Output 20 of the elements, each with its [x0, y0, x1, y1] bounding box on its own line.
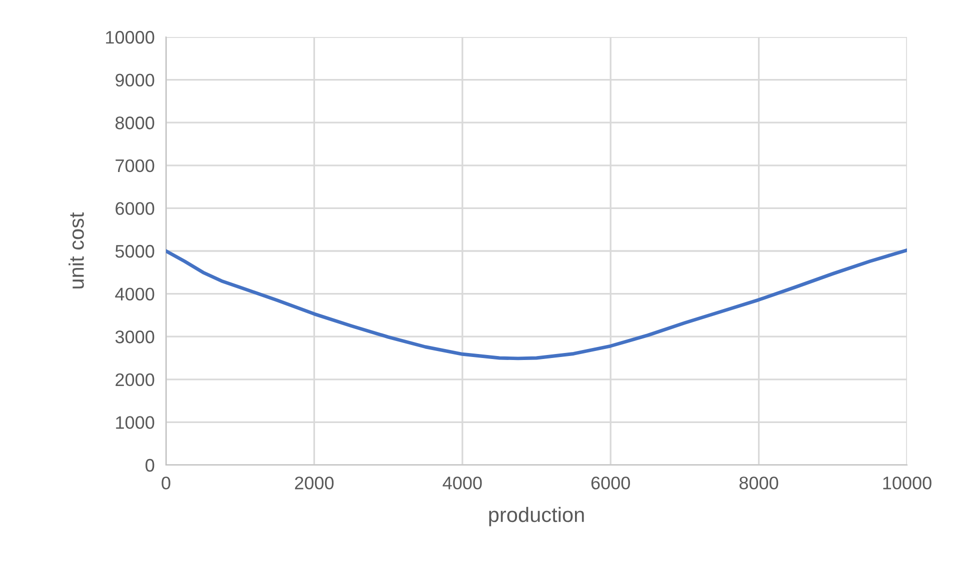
y-tick-label: 6000 [116, 202, 154, 215]
y-tick-label: 3000 [115, 330, 154, 344]
y-tick-label: 5000 [115, 244, 154, 258]
x-tick-label: 10000 [883, 476, 932, 490]
y-tick-label: 9000 [116, 74, 154, 87]
x-tick-label: 6000 [591, 476, 630, 490]
line-series [166, 248, 907, 360]
y-tick-label: 1000 [116, 416, 154, 429]
x-axis-title: production [489, 506, 584, 526]
y-tick-label: 7000 [116, 159, 154, 172]
y-tick-label: 2000 [116, 373, 154, 386]
x-tick-label: 4000 [442, 476, 482, 490]
x-tick-label: 2000 [295, 476, 334, 490]
y-tick-label: 4000 [115, 288, 154, 301]
x-tick-label: 0 [162, 476, 170, 490]
y-tick-label: 0 [146, 458, 154, 472]
y-axis-title: unit cost [68, 212, 84, 288]
y-tick-label: 8000 [116, 116, 154, 130]
y-tick-label: 10000 [106, 30, 154, 44]
x-tick-label: 8000 [740, 476, 778, 490]
